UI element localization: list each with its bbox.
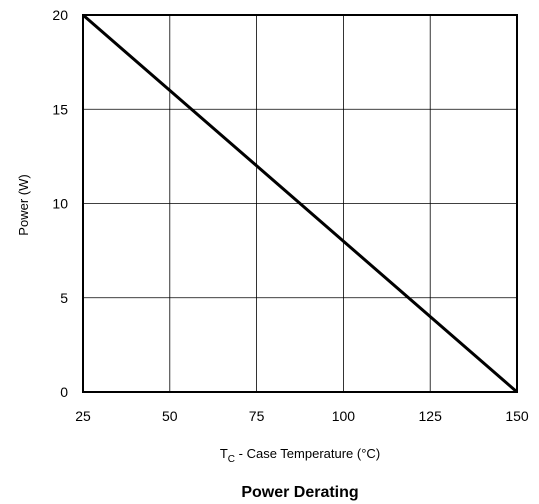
x-axis-label-rest: - Case Temperature (°C) <box>235 446 380 461</box>
x-tick-label: 125 <box>419 408 443 424</box>
x-axis-label-subscript: C <box>228 454 235 465</box>
y-tick-label: 10 <box>52 196 68 212</box>
x-tick-label: 50 <box>162 408 178 424</box>
derating-line <box>82 13 518 394</box>
chart-title: Power Derating <box>241 484 358 501</box>
y-tick-label: 0 <box>60 384 68 400</box>
plot-frame <box>82 14 518 393</box>
y-tick-label: 20 <box>52 7 68 23</box>
x-axis-label-main: T <box>220 446 228 461</box>
x-tick-label: 75 <box>249 408 265 424</box>
series-layer <box>82 13 518 394</box>
y-tick-label: 15 <box>52 101 68 117</box>
x-tick-label: 150 <box>505 408 529 424</box>
x-tick-label: 25 <box>75 408 91 424</box>
y-tick-labels: 0 5 10 15 20 <box>52 7 68 400</box>
x-tick-labels: 25 50 75 100 125 150 <box>75 408 529 424</box>
y-axis-label: Power (W) <box>16 174 31 235</box>
x-axis-label: TC - Case Temperature (°C) <box>220 446 380 465</box>
x-tick-label: 100 <box>332 408 356 424</box>
y-tick-label: 5 <box>60 290 68 306</box>
